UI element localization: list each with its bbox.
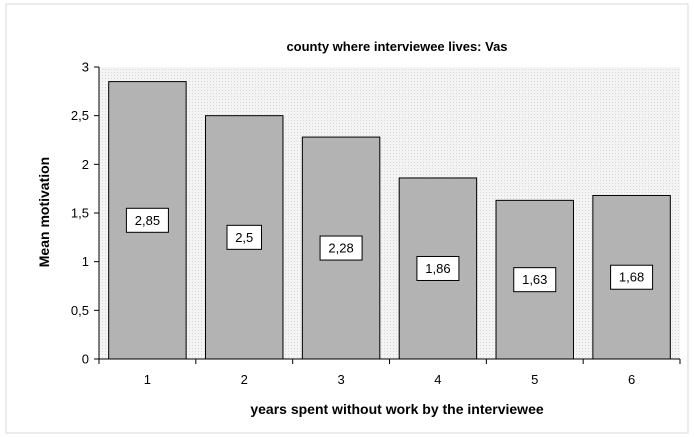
x-tick-label: 4 (434, 372, 441, 387)
data-label: 1,63 (513, 267, 557, 293)
x-tick-label: 1 (144, 372, 151, 387)
data-label-text: 2,28 (328, 241, 353, 256)
value-labels-group: 2,85 2,5 2,28 1,86 1,63 1,68 (125, 207, 654, 293)
data-label: 1,86 (416, 255, 460, 281)
y-tick-label: 1 (82, 254, 89, 269)
data-label: 2,28 (319, 235, 363, 261)
y-axis-label: Mean motivation (36, 157, 52, 267)
data-label-box (226, 224, 262, 250)
data-label-text: 1,68 (619, 270, 644, 285)
data-label-box (319, 235, 363, 261)
data-label-box (610, 264, 654, 290)
x-tick-label: 6 (628, 372, 635, 387)
y-ticks-group: 0 0,5 1 1,5 2 2,5 3 (71, 60, 99, 367)
y-tick-label: 0 (82, 352, 89, 367)
data-label-box (125, 207, 169, 233)
data-label-text: 2,5 (235, 230, 253, 245)
data-label: 2,5 (226, 224, 262, 250)
y-tick-label: 0,5 (71, 303, 89, 318)
y-tick-label: 3 (82, 60, 89, 75)
data-label: 1,68 (610, 264, 654, 290)
y-tick-label: 1,5 (71, 206, 89, 221)
chart-title: county where interviewee lives: Vas (286, 39, 507, 54)
x-ticks-group: 1 2 3 4 5 6 (98, 359, 681, 387)
data-label-box (513, 267, 557, 293)
data-label-text: 1,63 (522, 272, 547, 287)
data-label: 2,85 (125, 207, 169, 233)
y-tick-label: 2,5 (71, 108, 89, 123)
x-axis-label: years spent without work by the intervie… (250, 401, 544, 417)
x-tick-label: 2 (241, 372, 248, 387)
plot-area (99, 67, 680, 359)
x-tick-label: 5 (531, 372, 538, 387)
y-tick-label: 2 (82, 157, 89, 172)
data-label-box (416, 255, 460, 281)
data-label-text: 1,86 (425, 261, 450, 276)
x-tick-label: 3 (337, 372, 344, 387)
data-label-text: 2,85 (135, 213, 160, 228)
